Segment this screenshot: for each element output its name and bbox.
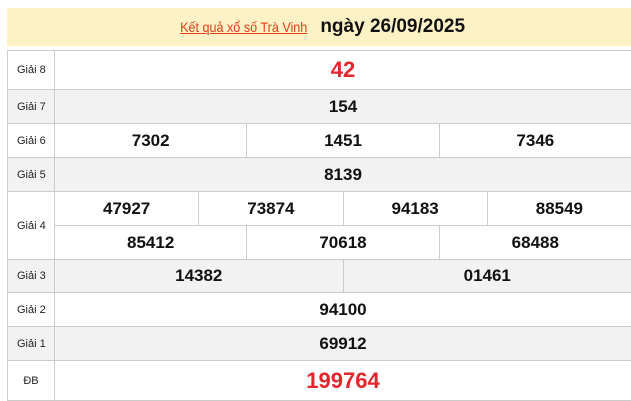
prize-label: Giải 7 [8, 90, 55, 123]
prize-number: 7346 [438, 124, 631, 157]
prize-label: ĐB [8, 361, 55, 400]
prize-label: Giải 6 [8, 124, 55, 157]
prize-row: Giải 3 14382 01461 [7, 260, 631, 293]
prize-number: 73874 [198, 192, 342, 225]
prize-row: Giải 8 42 [7, 51, 631, 90]
prize-number: 1451 [246, 124, 438, 157]
prize-number: 14382 [175, 266, 223, 285]
prize-number: 154 [328, 96, 358, 116]
prize-number: 8139 [324, 164, 362, 184]
prize-row: Giải 5 8139 [7, 158, 631, 192]
prize-number: 69912 [319, 333, 367, 353]
prize-label: Giải 5 [8, 158, 55, 191]
prize-row: Giải 2 94100 [7, 293, 631, 327]
prize-number: 94183 [342, 192, 487, 225]
prize-number: 01461 [342, 260, 631, 292]
prize-row: Giải 4 47927 73874 94183 88549 85412 70618 6848… [7, 192, 631, 260]
prize-label: Giải 1 [8, 327, 55, 360]
prize-number: 42 [330, 57, 356, 82]
prize-number: 88549 [486, 192, 631, 225]
prize-row: Giải 7 154 [7, 90, 631, 124]
prize-number: 47927 [102, 198, 151, 218]
results-date: ngày 26/09/2025 [320, 16, 466, 37]
prize-label: Giải 8 [8, 51, 55, 89]
prize-label: Giải 4 [8, 192, 55, 259]
prize-number: 7302 [131, 130, 170, 150]
province-results-link[interactable]: Kết quả xổ số Trà Vinh [180, 19, 308, 35]
results-table: Giải 8 42 Giải 7 154 Giải 6 7302 1451 7346 Giải … [7, 50, 631, 401]
prize-number: 94100 [319, 299, 367, 319]
prize-number: 199764 [306, 367, 380, 393]
prize-number: 85412 [127, 232, 175, 252]
prize-label: Giải 2 [8, 293, 55, 326]
prize-row: ĐB 199764 [7, 361, 631, 401]
prize-number: 70618 [246, 226, 438, 259]
prize-label: Giải 3 [8, 260, 55, 292]
results-header: Kết quả xổ số Trà Vinh ngày 26/09/2025 [7, 8, 631, 46]
prize-number: 68488 [438, 226, 631, 259]
prize-row: Giải 6 7302 1451 7346 [7, 124, 631, 158]
prize-row: Giải 1 69912 [7, 327, 631, 361]
